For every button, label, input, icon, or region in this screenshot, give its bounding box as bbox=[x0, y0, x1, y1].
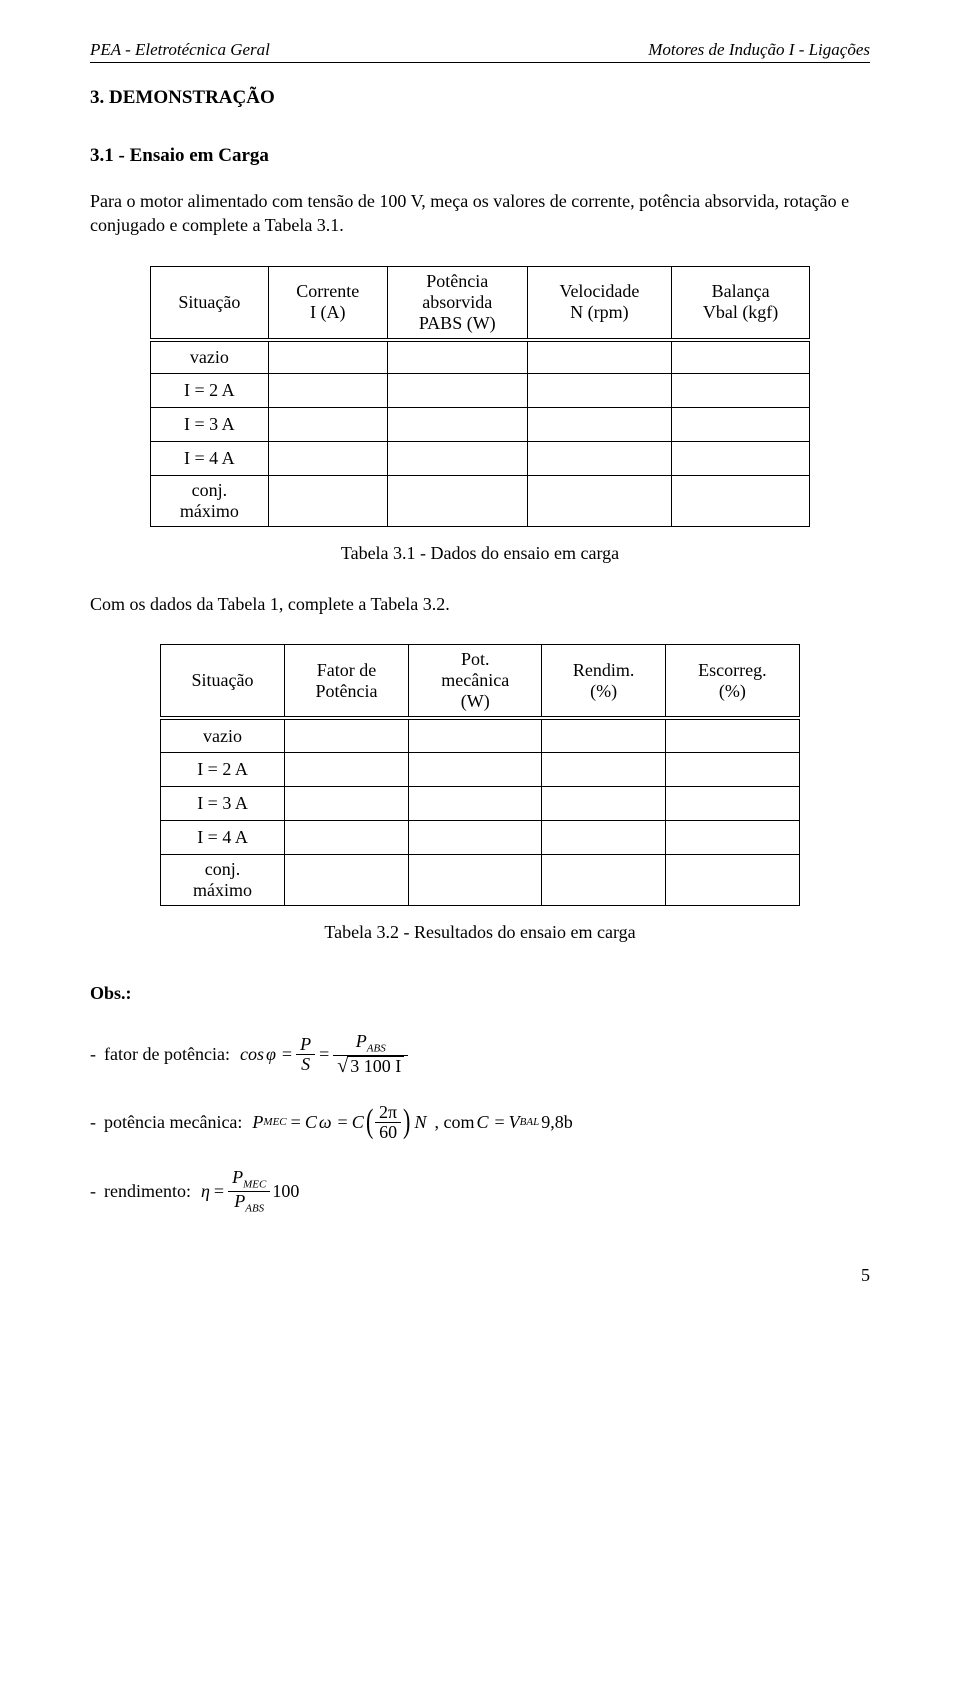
table-3-2: Situação Fator de Potência Pot. mecânica… bbox=[160, 644, 800, 906]
formula-efficiency: - rendimento: η = PMEC PABS 100 bbox=[90, 1168, 870, 1215]
t1-col-3: Velocidade N (rpm) bbox=[527, 266, 671, 340]
t1-col-1: Corrente I (A) bbox=[268, 266, 387, 340]
t1-r1: I = 2 A bbox=[151, 374, 269, 408]
formula-power-factor: - fator de potência: cos φ = P S = PABS … bbox=[90, 1032, 870, 1077]
page-header: PEA - Eletrotécnica Geral Motores de Ind… bbox=[90, 40, 870, 63]
intro-paragraph-1: Para o motor alimentado com tensão de 10… bbox=[90, 189, 870, 238]
t2-r0: vazio bbox=[161, 718, 285, 752]
header-right: Motores de Indução I - Ligações bbox=[648, 40, 870, 60]
t1-r3: I = 4 A bbox=[151, 442, 269, 476]
t2-col-1: Fator de Potência bbox=[285, 645, 409, 719]
t1-col-0: Situação bbox=[151, 266, 269, 340]
formula-mech-power: - potência mecânica: PMEC = C ω = C ( 2π… bbox=[90, 1103, 870, 1142]
t2-col-4: Escorreg. (%) bbox=[665, 645, 799, 719]
t2-col-0: Situação bbox=[161, 645, 285, 719]
t2-r2: I = 3 A bbox=[161, 786, 285, 820]
t1-r2: I = 3 A bbox=[151, 408, 269, 442]
t2-col-3: Rendim. (%) bbox=[542, 645, 665, 719]
table-3-1-caption: Tabela 3.1 - Dados do ensaio em carga bbox=[90, 543, 870, 564]
t2-r4: conj. máximo bbox=[161, 854, 285, 905]
table-3-2-caption: Tabela 3.2 - Resultados do ensaio em car… bbox=[90, 922, 870, 943]
subsection-title: 3.1 - Ensaio em Carga bbox=[90, 145, 870, 167]
t2-col-2: Pot. mecânica (W) bbox=[409, 645, 542, 719]
obs-title: Obs.: bbox=[90, 983, 870, 1004]
section-title: 3. DEMONSTRAÇÃO bbox=[90, 87, 870, 109]
intro-paragraph-2: Com os dados da Tabela 1, complete a Tab… bbox=[90, 592, 870, 616]
table-3-1: Situação Corrente I (A) Potência absorvi… bbox=[150, 266, 810, 528]
t2-r3: I = 4 A bbox=[161, 820, 285, 854]
header-left: PEA - Eletrotécnica Geral bbox=[90, 40, 270, 60]
t1-r0: vazio bbox=[151, 340, 269, 374]
page-number: 5 bbox=[90, 1265, 870, 1286]
t1-r4: conj. máximo bbox=[151, 476, 269, 527]
t1-col-4: Balança Vbal (kgf) bbox=[672, 266, 810, 340]
t2-r1: I = 2 A bbox=[161, 752, 285, 786]
t1-col-2: Potência absorvida PABS (W) bbox=[387, 266, 527, 340]
